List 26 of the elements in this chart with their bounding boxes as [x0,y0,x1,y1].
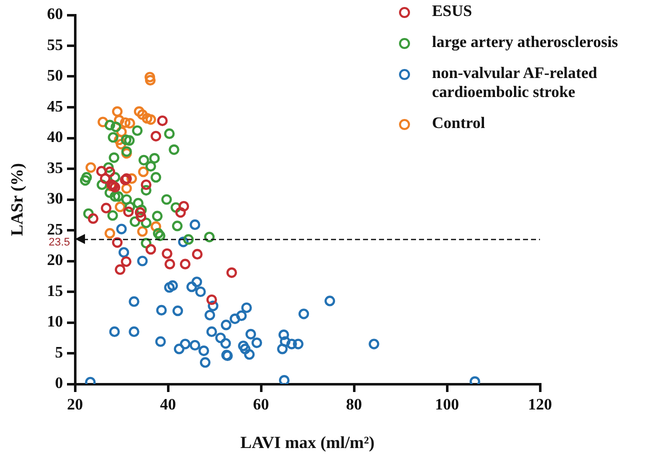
y-axis-title: LASr (%) [8,163,27,236]
legend-label: non-valvular AF-related cardioembolic stroke [432,64,598,102]
legend-label: ESUS [432,2,472,21]
y-tick-label: 20 [47,252,63,270]
y-tick-label: 40 [47,129,63,146]
y-tick-label: 5 [55,344,63,362]
x-tick-label: 20 [67,396,83,414]
y-tick-label: 45 [47,98,63,116]
legend-label: large artery atherosclerosis [432,33,618,52]
y-tick-label: 50 [47,68,63,85]
y-tick-label: 0 [55,375,63,392]
y-tick-label: 30 [47,190,63,208]
ref-line-label: 23.5 [48,236,70,249]
y-tick-label: 60 [47,6,63,24]
x-tick-label: 120 [528,396,552,414]
x-tick-label: 100 [435,396,459,414]
x-tick-label: 40 [160,396,176,414]
y-tick-label: 15 [47,282,63,300]
y-tick-label: 55 [47,36,63,54]
y-tick-label: 25 [47,221,63,238]
x-axis-title: LAVI max (ml/m²) [240,433,375,452]
x-tick-label: 60 [253,396,269,414]
x-tick-label: 80 [346,396,362,414]
y-tick-label: 10 [47,314,63,331]
legend-label: Control [432,114,486,133]
y-tick-label: 35 [47,160,63,177]
